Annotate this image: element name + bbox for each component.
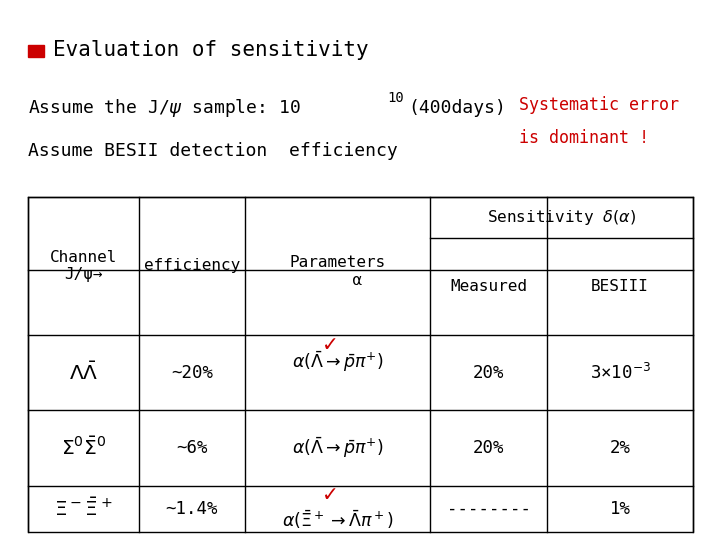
Text: ✓: ✓: [322, 486, 339, 505]
Text: 20%: 20%: [473, 439, 504, 457]
Text: $\Sigma^0\bar{\Sigma}^0$: $\Sigma^0\bar{\Sigma}^0$: [61, 437, 106, 459]
Text: Assume BESII detection  efficiency: Assume BESII detection efficiency: [28, 142, 398, 160]
Text: 10: 10: [387, 91, 404, 105]
Text: is dominant !: is dominant !: [519, 129, 649, 147]
Text: ~20%: ~20%: [171, 363, 213, 382]
Text: 1%: 1%: [610, 500, 631, 518]
Text: ~1.4%: ~1.4%: [166, 500, 218, 518]
Text: Sensitivity $\delta(\alpha)$: Sensitivity $\delta(\alpha)$: [487, 208, 636, 227]
Text: Parameters
    α: Parameters α: [289, 255, 386, 287]
Text: $\Lambda\bar{\Lambda}$: $\Lambda\bar{\Lambda}$: [69, 362, 98, 383]
Text: 2%: 2%: [610, 439, 631, 457]
Text: 3×10$^{-3}$: 3×10$^{-3}$: [590, 362, 651, 383]
Text: efficiency: efficiency: [144, 259, 240, 273]
Text: Channel
J/ψ→: Channel J/ψ→: [50, 249, 117, 282]
Text: Systematic error: Systematic error: [519, 96, 679, 114]
Text: $\Xi^-\bar{\Xi}^+$: $\Xi^-\bar{\Xi}^+$: [54, 498, 113, 520]
Text: $\alpha(\bar{\Lambda}\rightarrow\bar{p}\pi^{+})$: $\alpha(\bar{\Lambda}\rightarrow\bar{p}\…: [292, 436, 384, 461]
Text: Evaluation of sensitivity: Evaluation of sensitivity: [53, 40, 369, 60]
Text: ~6%: ~6%: [176, 439, 207, 457]
Text: (400days): (400days): [409, 99, 506, 117]
Text: Assume the J/$\psi$ sample: 10: Assume the J/$\psi$ sample: 10: [28, 97, 301, 119]
FancyBboxPatch shape: [28, 197, 693, 532]
Text: $\alpha(\bar{\Lambda}\rightarrow\bar{p}\pi^{+})$: $\alpha(\bar{\Lambda}\rightarrow\bar{p}\…: [292, 349, 384, 374]
Text: Measured: Measured: [450, 279, 527, 294]
Text: BESIII: BESIII: [591, 279, 649, 294]
Text: --------: --------: [446, 500, 531, 518]
Text: ✓: ✓: [322, 336, 339, 355]
Bar: [28, 45, 44, 57]
Text: $\alpha(\bar{\Xi}^+\rightarrow\bar{\Lambda}\pi^+)$: $\alpha(\bar{\Xi}^+\rightarrow\bar{\Lamb…: [282, 509, 394, 531]
Text: 20%: 20%: [473, 363, 504, 382]
